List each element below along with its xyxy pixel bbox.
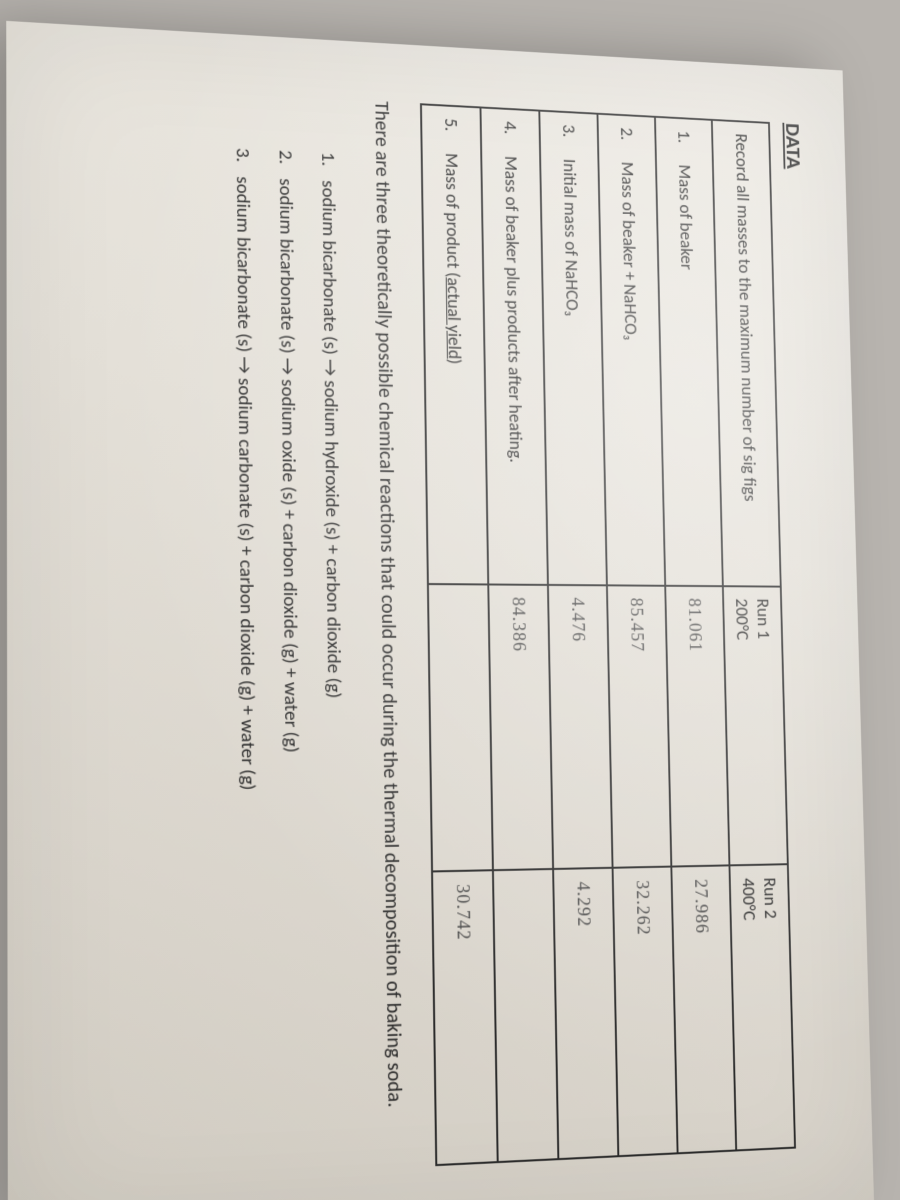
value-run2: 30.742 [432,870,498,1165]
row-text: Mass of beaker [674,164,697,270]
row-text-pre: Mass of product ( [441,153,464,278]
row-text: Mass of beaker plus products after heati… [500,156,527,463]
value-run1 [428,584,493,872]
run1-label: Run 1 [753,598,774,639]
value-run2: 27.986 [671,866,736,1154]
worksheet-sheet: DATA Record all masses to the maximum nu… [6,21,874,1200]
run2-label: Run 2 [759,877,780,919]
data-table: Record all masses to the maximum number … [420,103,796,1166]
header-run1: Run 1 200°C [723,586,788,866]
row-label: 2. Mass of beaker + NaHCO₃ [597,114,665,586]
header-instructions: Record all masses to the maximum number … [712,120,781,586]
value-run1: 81.061 [665,585,729,867]
row-label: 5. Mass of product (actual yield) [421,104,488,584]
value-run1: 4.476 [548,584,613,869]
value-run2 [493,869,558,1162]
row-number: 2. [616,127,637,149]
value-run1: 85.457 [607,585,671,868]
row-text-post: ) [444,359,465,365]
reaction-list: sodium bicarbonate (s) → sodium hydroxid… [220,92,360,1176]
run2-temp: 400°C [739,878,760,921]
header-run2: Run 2 400°C [729,864,795,1150]
row-number: 5. [440,118,462,140]
value-run2: 32.262 [613,867,678,1156]
row-text-underline: actual yield [443,277,466,359]
value-run1: 84.386 [488,584,553,870]
run1-temp: 200°C [732,598,753,640]
row-text: Mass of beaker + NaHCO₃ [617,161,642,341]
value-run2: 4.292 [553,868,618,1159]
row-number: 3. [558,124,580,146]
row-label: 1. Mass of beaker [655,117,723,586]
row-number: 1. [673,130,694,152]
intro-paragraph: There are three theoretically possible c… [367,100,410,1164]
row-label: 3. Initial mass of NaHCO₃ [539,111,607,585]
viewport: DATA Record all masses to the maximum nu… [0,0,900,1200]
row-label: 4. Mass of beaker plus products after he… [480,107,547,584]
row-number: 4. [499,121,521,143]
row-text: Mass of product (actual yield) [441,153,466,365]
row-text: Initial mass of NaHCO₃ [559,158,583,316]
